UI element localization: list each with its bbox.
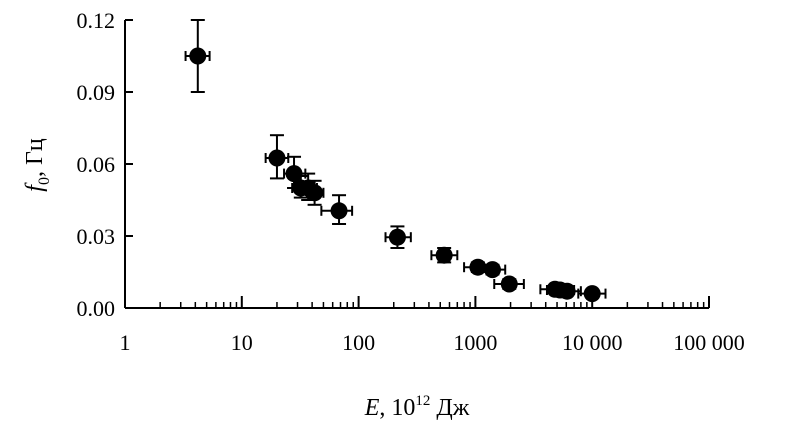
x-axis-unit: Дж (430, 395, 469, 421)
data-marker (330, 202, 348, 220)
data-marker (500, 275, 518, 293)
x-tick-label: 100 000 (673, 330, 745, 355)
x-axis-sup: 12 (415, 393, 430, 409)
data-point-0 (184, 19, 211, 93)
data-point-14 (551, 282, 582, 300)
data-point-8 (430, 246, 459, 264)
x-tick-label: 10 000 (562, 330, 623, 355)
x-tick-label: 1 (120, 330, 131, 355)
x-ticks (124, 296, 710, 308)
data-marker (306, 184, 324, 202)
data-point-5 (305, 179, 325, 206)
data-marker (189, 47, 207, 65)
x-axis-rest: , 10 (379, 395, 415, 421)
y-axis-sub: 0 (36, 177, 53, 185)
x-minor-ticks (159, 302, 705, 308)
y-axis-unit: , Гц (22, 138, 48, 177)
y-axis-var: f (22, 182, 48, 192)
data-point-11 (493, 275, 525, 293)
data-point-7 (384, 225, 412, 249)
y-tick-label: 0.09 (77, 80, 116, 105)
data-marker (268, 149, 286, 167)
data-points (184, 19, 607, 303)
data-marker (583, 285, 601, 303)
data-marker (483, 261, 501, 279)
data-marker (469, 258, 487, 276)
x-tick-labels: 1 10 100 1000 10 000 100 000 (120, 330, 745, 355)
data-marker (388, 228, 406, 246)
data-marker (558, 282, 576, 300)
data-point-15 (577, 285, 607, 303)
data-point-6 (320, 194, 354, 225)
y-ticks (125, 19, 133, 309)
data-point-1 (264, 134, 290, 180)
x-axis-var: E (364, 395, 380, 421)
x-axis-title: E, 1012 Дж (364, 393, 470, 421)
plot-area: 0.00 0.03 0.06 0.09 0.12 1 10 100 1000 10 000 100… (77, 8, 745, 355)
y-tick-label: 0.03 (77, 224, 116, 249)
data-point-10 (479, 261, 507, 279)
y-tick-labels: 0.00 0.03 0.06 0.09 0.12 (77, 8, 116, 321)
x-tick-label: 10 (231, 330, 253, 355)
y-tick-label: 0.12 (77, 8, 116, 33)
x-tick-label: 100 (342, 330, 375, 355)
y-tick-label: 0.06 (77, 152, 116, 177)
y-axis-title: f0, Гц (22, 138, 53, 192)
y-tick-label: 0.00 (77, 296, 116, 321)
x-tick-label: 1000 (453, 330, 497, 355)
data-marker (285, 165, 303, 183)
data-marker (435, 246, 453, 264)
